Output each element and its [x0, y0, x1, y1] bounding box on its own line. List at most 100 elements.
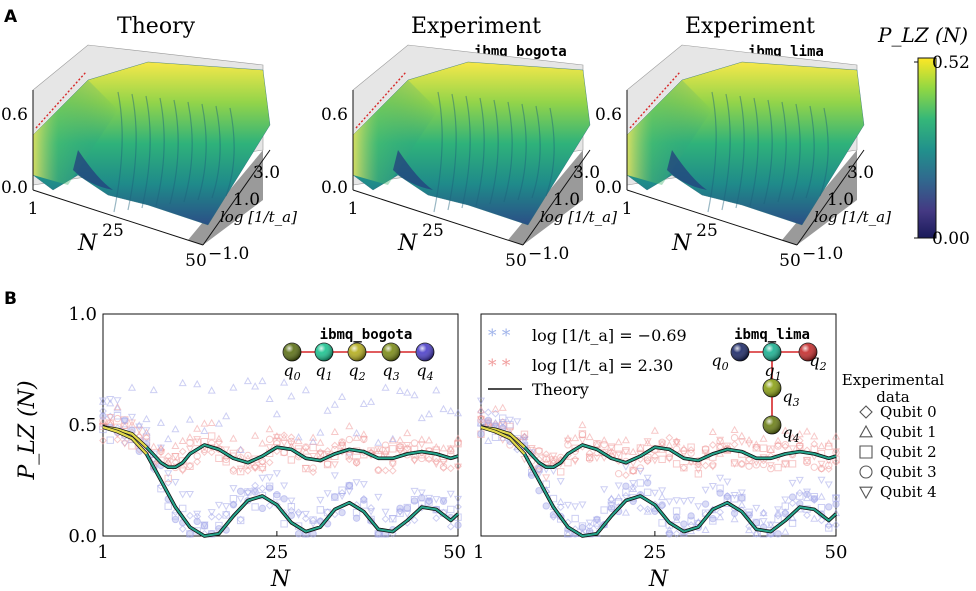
- exp-point-blue: [795, 489, 804, 497]
- exp-point-blue: [752, 529, 761, 538]
- exp-point-red: [193, 436, 202, 444]
- exp-point-blue: [477, 430, 485, 438]
- exp-point-red: [571, 457, 580, 466]
- exp-point-red: [788, 433, 797, 441]
- exp-point-blue: [222, 510, 231, 518]
- exp-point-blue: [439, 497, 448, 505]
- surface-ripple: [183, 101, 193, 203]
- exp-point-blue: [142, 414, 151, 423]
- exp-point-red: [643, 457, 652, 466]
- exp-point-red: [128, 442, 136, 450]
- exp-point-red: [149, 442, 158, 450]
- exp-point-red: [817, 441, 826, 450]
- exp-point-blue: [535, 487, 543, 495]
- exp-point-blue: [99, 412, 107, 420]
- exp-point-blue: [149, 385, 158, 394]
- exp-point-red: [745, 435, 754, 444]
- legend-label-theory: Theory: [532, 380, 589, 399]
- exp-point-blue: [345, 481, 354, 490]
- panel-label-a: A: [4, 7, 18, 27]
- exp-point-red: [272, 431, 281, 440]
- y-tick-label: 0.0: [68, 526, 97, 547]
- exp-point-blue: [658, 492, 667, 501]
- exp-point-blue: [294, 511, 303, 519]
- exp-point-red: [788, 445, 797, 453]
- exp-point-blue: [658, 519, 666, 527]
- exp-point-blue: [643, 488, 652, 496]
- exp-point-red: [621, 436, 630, 444]
- surface-ripple: [489, 99, 499, 205]
- exp-point-blue: [730, 492, 739, 500]
- exp-point-red: [795, 429, 804, 438]
- exp-point-blue: [185, 490, 194, 499]
- exp-point-blue: [447, 505, 455, 514]
- line-chart-lima: 1 25 50 N: [473, 313, 848, 591]
- exp-point-red: [701, 461, 710, 470]
- exp-point-red: [832, 455, 840, 464]
- exp-point-red: [650, 452, 659, 461]
- exp-point-blue: [338, 488, 346, 497]
- exp-point-blue: [417, 413, 426, 422]
- exp-point-red: [578, 437, 587, 445]
- exp-point-red: [571, 433, 580, 442]
- exp-point-red: [186, 462, 194, 471]
- surface-trough: [73, 150, 113, 190]
- qubit-node-shade: [799, 343, 817, 361]
- exp-point-red: [403, 442, 412, 450]
- topology-bogota: ibmq_bogota q0 q1 q2 q3 q4: [282, 327, 435, 383]
- exp-point-red: [781, 442, 790, 451]
- exp-point-blue: [752, 529, 761, 537]
- device-name: ibmq_bogota: [320, 327, 413, 343]
- exp-point-red: [564, 458, 572, 467]
- exp-point-blue: [672, 497, 681, 505]
- exp-point-red: [439, 463, 448, 471]
- exp-point-blue: [186, 530, 194, 538]
- exp-point-blue: [454, 521, 462, 529]
- theory-curve-start: [102, 426, 148, 455]
- qubit-node-shade: [416, 343, 434, 361]
- qubit-node-shade: [731, 343, 749, 361]
- exp-point-red: [164, 457, 173, 465]
- exp-point-blue: [730, 514, 739, 523]
- exp-point-blue: [418, 494, 426, 502]
- surface-ripple: [517, 103, 527, 201]
- exp-point-blue: [127, 383, 137, 391]
- exp-point-blue: [280, 520, 288, 528]
- exp-point-blue: [622, 482, 630, 490]
- exp-point-red: [352, 458, 361, 467]
- exp-point-blue: [106, 436, 114, 444]
- exp-point-red: [316, 450, 325, 458]
- exp-point-red: [171, 441, 180, 449]
- y-tick-label: 1.0: [68, 304, 97, 325]
- series-legend: * * log [1/t_a] = −0.69 * * log [1/t_a] …: [488, 326, 687, 399]
- exp-point-red: [535, 447, 543, 455]
- exp-point-blue: [323, 490, 332, 498]
- exp-point-blue: [708, 483, 717, 491]
- exp-point-blue: [636, 504, 645, 512]
- exp-point-red: [542, 474, 551, 482]
- exp-point-red: [578, 420, 587, 429]
- exp-point-red: [316, 438, 325, 446]
- exp-point-blue: [593, 521, 601, 530]
- exp-point-blue: [287, 497, 296, 505]
- exp-point-blue: [803, 511, 811, 520]
- exp-point-red: [453, 434, 463, 442]
- exp-point-red: [752, 444, 761, 452]
- exp-point-blue: [207, 512, 216, 521]
- exp-point-red: [309, 433, 318, 441]
- exp-point-blue: [287, 392, 296, 400]
- surface-ripple: [791, 103, 801, 201]
- exp-point-red: [417, 441, 426, 449]
- x-tick-label: 50: [825, 542, 848, 563]
- surface-ripple: [169, 99, 179, 205]
- exp-point-blue: [142, 427, 151, 435]
- exp-point-blue: [200, 521, 209, 529]
- exp-point-red: [505, 427, 515, 436]
- exp-point-red: [113, 402, 122, 411]
- exp-point-blue: [643, 507, 652, 515]
- exp-point-blue: [432, 514, 441, 523]
- exp-point-red: [439, 464, 448, 472]
- qubit-label: q0: [711, 351, 728, 373]
- exp-point-blue: [280, 495, 288, 503]
